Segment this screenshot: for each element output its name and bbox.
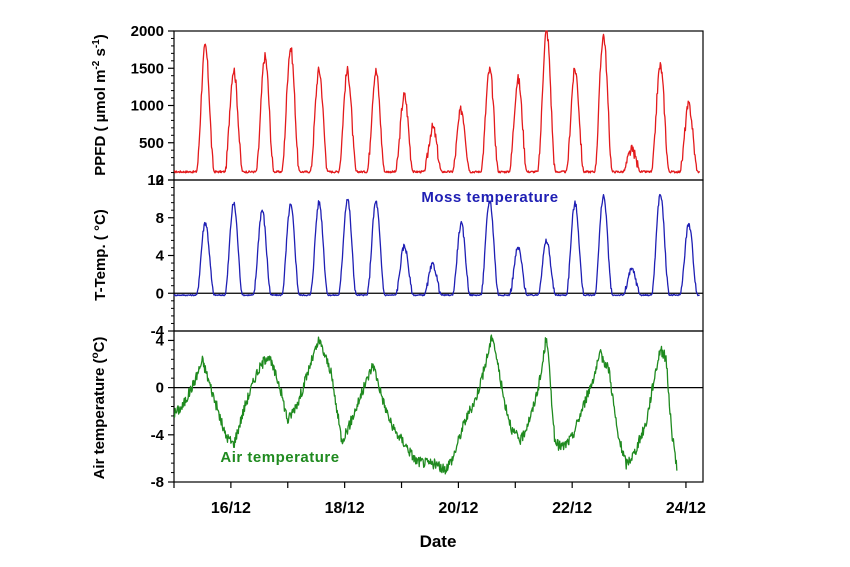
- y-tick-label: 12: [147, 172, 164, 189]
- series-line-2: [173, 193, 700, 297]
- y-tick-label: 500: [139, 135, 164, 152]
- y-tick-label: 1000: [131, 98, 164, 115]
- y-tick-label: 2000: [131, 23, 164, 40]
- y-tick-label: 0: [156, 285, 164, 302]
- x-tick-label: 16/12: [211, 500, 251, 517]
- x-tick-label: 18/12: [325, 500, 365, 517]
- panel-1: 0 500 1000 1500 2000 PPFD ( µmol m-2 s-1): [91, 23, 704, 189]
- x-tick-label: 24/12: [666, 500, 706, 517]
- chart-panels: 0 500 1000 1500 2000 PPFD ( µmol m-2 s-1) -4 0 4…: [90, 23, 704, 491]
- y-tick-label: -8: [151, 474, 164, 491]
- series-label: Air temperature: [220, 449, 339, 466]
- y-tick-label: 4: [156, 248, 165, 265]
- series-line-1: [173, 30, 701, 174]
- y-tick-label: 0: [156, 380, 164, 397]
- series-line-3: [173, 334, 678, 475]
- y-tick-label: 4: [156, 332, 165, 349]
- panel-3: -8 -4 0 4 Air temperature (oC) Air temperatur…: [90, 330, 704, 491]
- x-axis: 16/12 18/12 20/12 22/12 24/12: [173, 482, 706, 517]
- y-tick-label: 8: [156, 210, 164, 227]
- panel-2: -4 0 4 8 12 T-Temp. ( °C) Moss temperature: [92, 172, 704, 340]
- x-axis-title: Date: [420, 532, 457, 551]
- y-tick-label: 0: [156, 172, 164, 189]
- x-tick-label: 22/12: [552, 500, 592, 517]
- y-axis-title: T-Temp. ( °C): [92, 209, 109, 301]
- y-tick-label: 1500: [131, 60, 164, 77]
- y-tick-label: -4: [151, 427, 165, 444]
- series-label: Moss temperature: [421, 189, 558, 206]
- y-axis-title: PPFD ( µmol m-2 s-1): [91, 34, 109, 175]
- x-tick-label: 20/12: [438, 500, 478, 517]
- y-axis-title: Air temperature (oC): [90, 337, 108, 480]
- y-tick-label: -4: [151, 323, 165, 340]
